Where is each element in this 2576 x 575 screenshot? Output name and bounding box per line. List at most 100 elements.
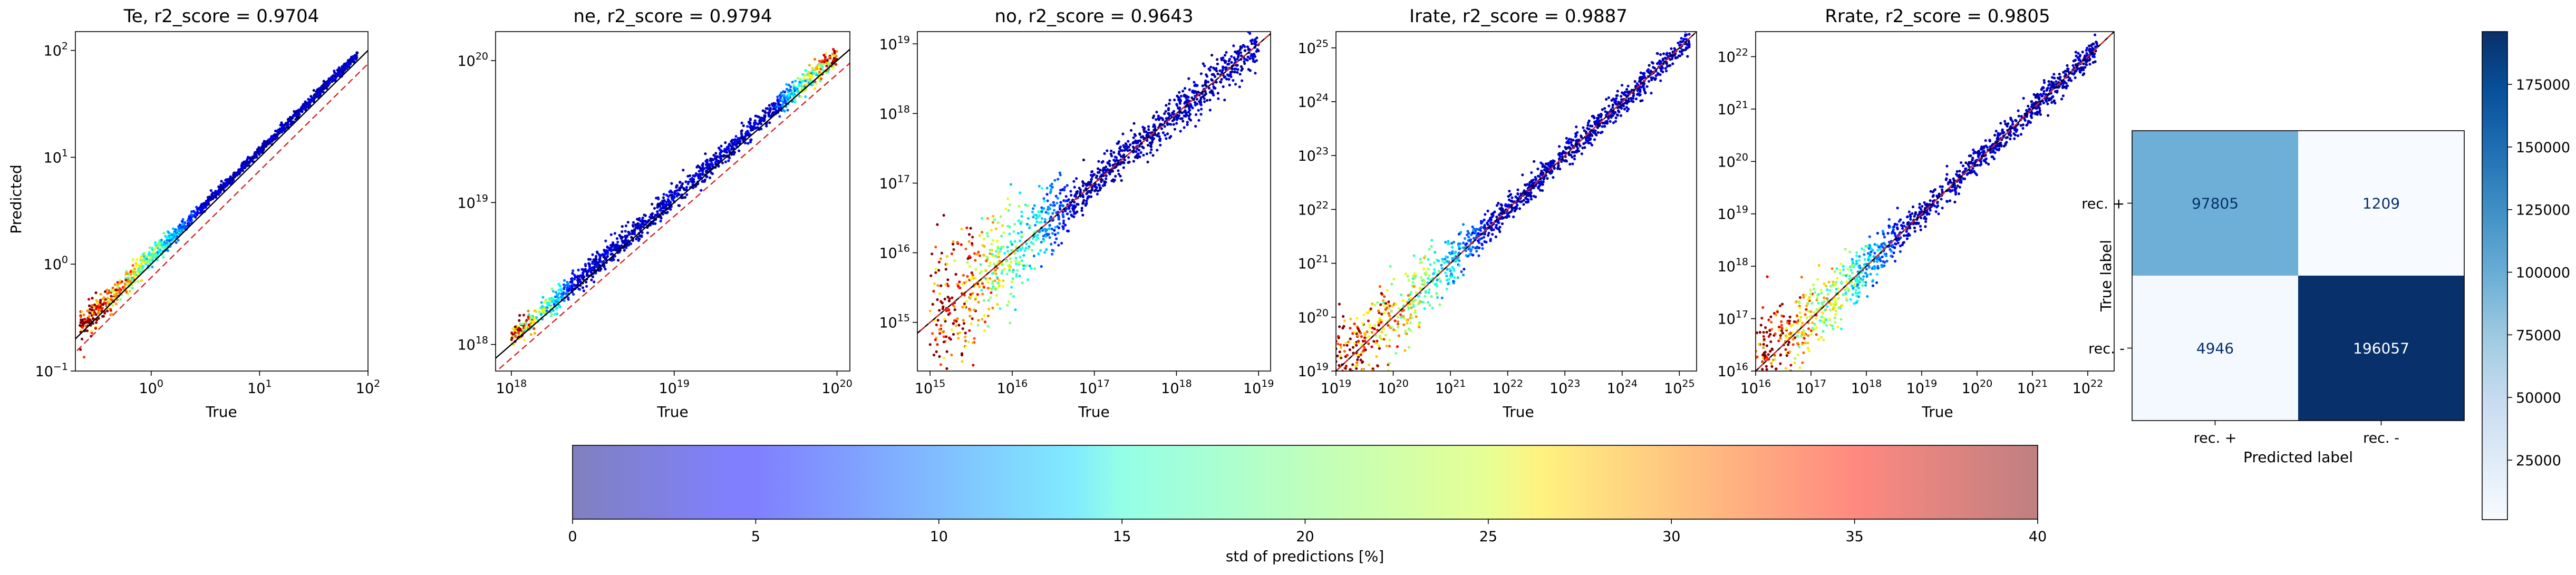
scatter-point: [1232, 79, 1235, 82]
scatter-point: [599, 267, 603, 270]
scatter-point: [706, 167, 709, 170]
scatter-point: [1223, 99, 1226, 102]
scatter-point: [1187, 77, 1190, 80]
scatter-point: [1406, 275, 1409, 278]
scatter-point: [1008, 203, 1011, 207]
scatter-point: [149, 255, 152, 258]
scatter-point: [936, 284, 940, 287]
scatter-point: [1254, 38, 1257, 41]
scatter-point: [963, 305, 966, 308]
scatter-point: [1064, 223, 1067, 227]
scatter-point: [165, 241, 168, 245]
scatter-point: [970, 278, 973, 281]
scatter-point: [995, 250, 998, 253]
scatter-point: [776, 95, 779, 99]
scatter-point: [634, 226, 637, 229]
scatter-point: [1358, 330, 1361, 333]
scatter-point: [538, 310, 541, 314]
scatter-point: [1210, 79, 1213, 82]
x-tick-label: 100: [139, 378, 163, 397]
x-tick-exponent: 18: [514, 378, 527, 389]
scatter-point: [1233, 70, 1236, 73]
scatter-point: [1051, 252, 1054, 256]
scatter-point: [934, 338, 937, 342]
scatter-point: [1454, 250, 1457, 254]
scatter-point: [1522, 203, 1525, 206]
scatter-point: [776, 104, 779, 108]
scatter-point: [1185, 113, 1188, 116]
scatter-point: [1001, 224, 1004, 227]
scatter-point: [999, 215, 1002, 218]
scatter-point: [954, 324, 957, 327]
scatter-point: [1219, 80, 1222, 83]
scatter-point: [636, 236, 639, 239]
scatter-point: [567, 282, 570, 286]
scatter-point: [550, 287, 554, 290]
scatter-point: [1250, 53, 1253, 56]
scatter-point: [1185, 111, 1188, 114]
scatter-point: [779, 92, 782, 95]
scatter-point: [1573, 154, 1576, 158]
scatter-point: [551, 297, 555, 300]
scatter-point: [305, 106, 308, 109]
scatter-point: [94, 327, 97, 330]
scatter-point: [944, 335, 948, 338]
scatter-point: [986, 314, 990, 318]
scatter-point: [1175, 103, 1178, 106]
scatter-point: [968, 255, 971, 258]
scatter-point: [1252, 57, 1255, 61]
scatter-point: [1349, 327, 1352, 330]
scatter-point: [1020, 236, 1023, 239]
scatter-point: [1057, 231, 1060, 235]
scatter-point: [304, 100, 307, 103]
scatter-point: [1610, 108, 1613, 111]
scatter-point: [522, 314, 526, 317]
scatter-point: [1159, 143, 1162, 147]
scatter-point: [608, 248, 611, 251]
x-tick-label: 1017: [1079, 378, 1110, 397]
scatter-point: [166, 236, 169, 239]
scatter-point: [974, 259, 977, 262]
scatter-point: [1031, 207, 1035, 210]
scatter-point: [1634, 98, 1638, 101]
scatter-point: [1157, 132, 1160, 135]
scatter-point: [786, 96, 789, 99]
scatter-point: [123, 282, 127, 286]
scatter-point: [139, 263, 142, 266]
scatter-point: [1616, 94, 1619, 97]
scatter-point: [662, 193, 665, 196]
scatter-point: [982, 237, 985, 241]
scatter-point: [613, 232, 616, 235]
scatter-point: [99, 299, 102, 302]
scatter-point: [1585, 136, 1589, 139]
scatter-point: [541, 296, 545, 299]
scatter-point: [977, 300, 980, 304]
scatter-point: [1390, 282, 1393, 286]
scatter-point: [129, 270, 132, 274]
scatter-point: [827, 70, 830, 73]
scatter-point: [1100, 161, 1103, 164]
scatter-point: [1141, 135, 1145, 138]
scatter-point: [1355, 317, 1359, 320]
scatter-point: [824, 59, 827, 62]
scatter-point: [966, 257, 970, 260]
scatter-point: [1367, 335, 1370, 338]
scatter-point: [1257, 49, 1260, 53]
scatter-point: [591, 262, 594, 265]
scatter-point: [102, 296, 105, 299]
scatter-point: [985, 259, 989, 262]
scatter-point: [717, 147, 721, 150]
scatter-point: [1396, 316, 1399, 319]
x-tick-label: 102: [356, 378, 380, 397]
scatter-point: [246, 158, 249, 161]
scatter-point: [160, 238, 163, 241]
scatter-point: [671, 191, 674, 194]
scatter-point: [1010, 280, 1014, 284]
scatter-point: [624, 239, 627, 242]
scatter-point: [1034, 238, 1038, 241]
scatter-point: [1238, 73, 1242, 76]
scatter-point: [782, 101, 785, 104]
scatter-point: [1119, 145, 1122, 149]
scatter-point: [1127, 161, 1130, 164]
scatter-point: [1487, 219, 1490, 222]
